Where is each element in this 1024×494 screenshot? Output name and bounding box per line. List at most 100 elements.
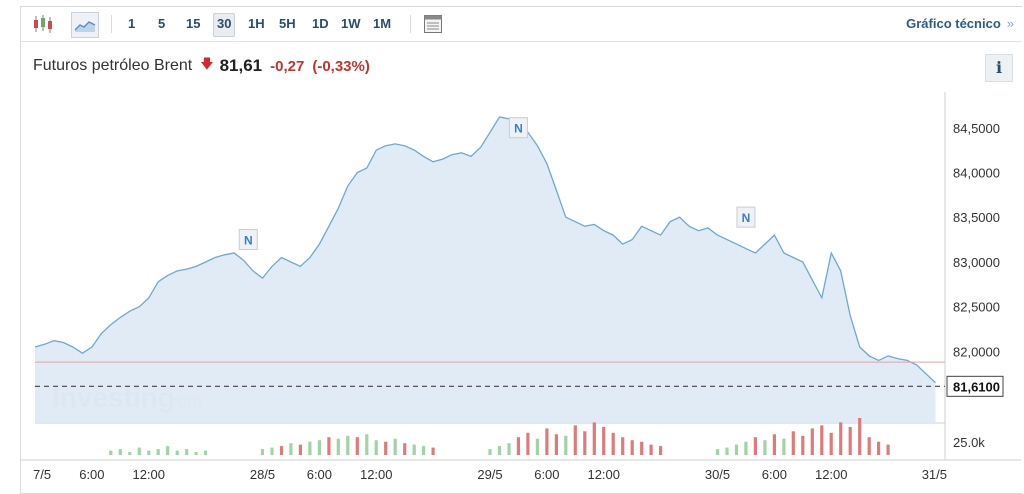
toolbar-separator [410, 15, 411, 33]
volume-bar [763, 440, 767, 455]
volume-bar [317, 440, 321, 455]
x-tick-label: 12:00 [360, 467, 393, 482]
area-chart-icon[interactable] [71, 12, 99, 38]
volume-bar [554, 434, 558, 455]
volume-bar [753, 437, 757, 455]
toolbar-separator [111, 15, 112, 33]
volume-bar [829, 432, 833, 455]
y-tick-label: 84,5000 [953, 121, 1000, 136]
interval-30[interactable]: 30 [213, 13, 236, 37]
y-tick-label: 84,0000 [953, 166, 1000, 181]
news-calendar-icon[interactable] [421, 12, 445, 36]
volume-bar [659, 446, 663, 455]
volume-bar [810, 428, 814, 455]
info-button[interactable]: i [985, 54, 1013, 82]
volume-bar [327, 437, 331, 455]
volume-bar [507, 443, 511, 455]
volume-bar [886, 444, 890, 455]
volume-bar [289, 443, 293, 455]
volume-bar [725, 447, 729, 455]
volume-bar [147, 450, 151, 455]
volume-bar [393, 438, 397, 455]
volume-bar [109, 450, 113, 455]
volume-bar [630, 440, 634, 455]
x-tick-label: 31/5 [922, 467, 947, 482]
volume-bar [374, 440, 378, 455]
chart-toolbar: 1 5 15 30 1H 5H 1D 1W 1M Gráfico técnico… [21, 7, 1022, 42]
volume-bar [336, 438, 340, 455]
volume-bar [279, 446, 284, 455]
volume-bar [744, 441, 748, 455]
x-tick-label: 12:00 [815, 467, 848, 482]
volume-bar [592, 422, 596, 455]
interval-1m[interactable]: 1M [373, 16, 392, 31]
x-tick-label: 6:00 [762, 467, 787, 482]
volume-bar [715, 449, 720, 455]
volume-bar [516, 437, 520, 455]
y-tick-label: 83,5000 [953, 210, 1000, 225]
news-marker-label: N [514, 122, 523, 136]
volume-bar [156, 449, 160, 455]
volume-bar [118, 449, 122, 455]
price-change: -0,27 [270, 57, 305, 75]
volume-bar [384, 441, 388, 455]
candlestick-icon[interactable] [31, 12, 55, 36]
price-area [35, 117, 936, 423]
x-tick-label: 30/5 [705, 467, 730, 482]
volume-bar [602, 426, 606, 455]
volume-bar [611, 432, 615, 455]
double-chevron-icon: » [1006, 16, 1014, 31]
volume-bar [422, 446, 426, 455]
volume-bar [583, 431, 587, 455]
volume-bar [365, 434, 369, 455]
volume-bar [166, 446, 170, 455]
interval-1h[interactable]: 1H [248, 16, 265, 31]
volume-bar [403, 443, 407, 455]
down-arrow-icon: 🡇 [200, 56, 214, 71]
volume-bar [175, 450, 179, 455]
volume-bar [308, 441, 312, 455]
volume-bar [194, 452, 198, 455]
technical-chart-link[interactable]: Gráfico técnico » [906, 16, 1014, 31]
y-tick-label: 83,0000 [953, 255, 1000, 270]
interval-5h[interactable]: 5H [279, 16, 296, 31]
interval-1w[interactable]: 1W [341, 16, 361, 31]
instrument-name: Futuros petróleo Brent [33, 57, 193, 74]
volume-bar [858, 418, 862, 455]
volume-bar [640, 441, 644, 455]
volume-bar [649, 444, 653, 455]
interval-1[interactable]: 1 [128, 16, 136, 31]
y-tick-label: 82,5000 [953, 300, 1000, 315]
volume-bar [782, 438, 786, 455]
volume-bar [545, 428, 549, 455]
volume-bar [791, 431, 795, 455]
volume-bar [848, 426, 852, 455]
x-tick-label: 6:00 [307, 467, 332, 482]
volume-bar [877, 441, 881, 455]
news-marker [736, 206, 756, 228]
volume-axis-label: 25.0k [953, 435, 985, 450]
price-change-percent: (-0,33%) [312, 57, 370, 75]
news-marker [508, 117, 528, 139]
x-tick-label: 6:00 [79, 467, 104, 482]
volume-bar [535, 438, 539, 455]
volume-bar [431, 447, 435, 455]
volume-bar [734, 444, 739, 455]
interval-1d[interactable]: 1D [312, 16, 329, 31]
volume-bar [185, 449, 189, 455]
volume-bar [526, 432, 530, 455]
last-price: 81,61 [219, 56, 263, 75]
interval-5[interactable]: 5 [158, 16, 166, 31]
x-tick-label: 28/5 [250, 467, 275, 482]
current-price-label: 81,6100 [953, 379, 1000, 394]
volume-bar [346, 435, 350, 455]
x-tick-label: 29/5 [477, 467, 502, 482]
volume-bar [298, 444, 302, 455]
volume-bar [260, 449, 265, 455]
x-tick-label: 12:00 [587, 467, 620, 482]
volume-bar [488, 449, 492, 455]
volume-bar [820, 425, 824, 455]
volume-bar [355, 437, 359, 455]
interval-15[interactable]: 15 [186, 16, 201, 31]
